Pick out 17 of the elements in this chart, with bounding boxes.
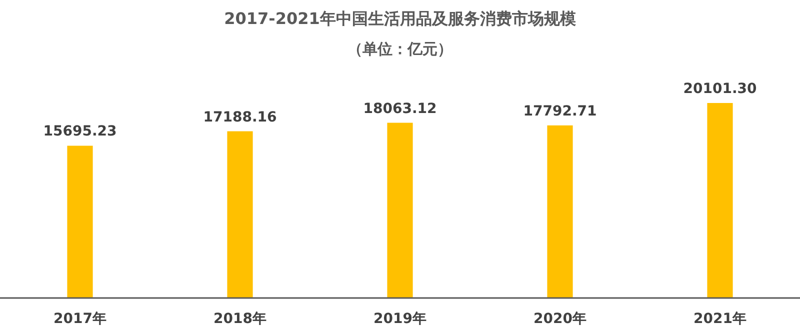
chart-subtitle: （单位：亿元）	[348, 40, 452, 58]
data-label: 17188.16	[203, 109, 277, 126]
bar	[707, 103, 733, 298]
x-tick-label: 2021年	[694, 311, 746, 327]
data-label: 18063.12	[363, 100, 437, 117]
x-tick-label: 2017年	[54, 311, 106, 327]
x-tick-label: 2019年	[374, 311, 426, 327]
bar	[227, 131, 253, 298]
x-tick-label: 2018年	[214, 311, 266, 327]
bar	[547, 125, 573, 298]
bar	[67, 146, 93, 298]
data-label: 15695.23	[43, 124, 117, 140]
chart-title: 2017-2021年中国生活用品及服务消费市场规模	[224, 9, 576, 28]
bar	[387, 122, 413, 298]
data-label: 17792.71	[523, 103, 597, 120]
x-tick-label: 2020年	[534, 311, 586, 327]
data-label: 20101.30	[683, 81, 758, 97]
